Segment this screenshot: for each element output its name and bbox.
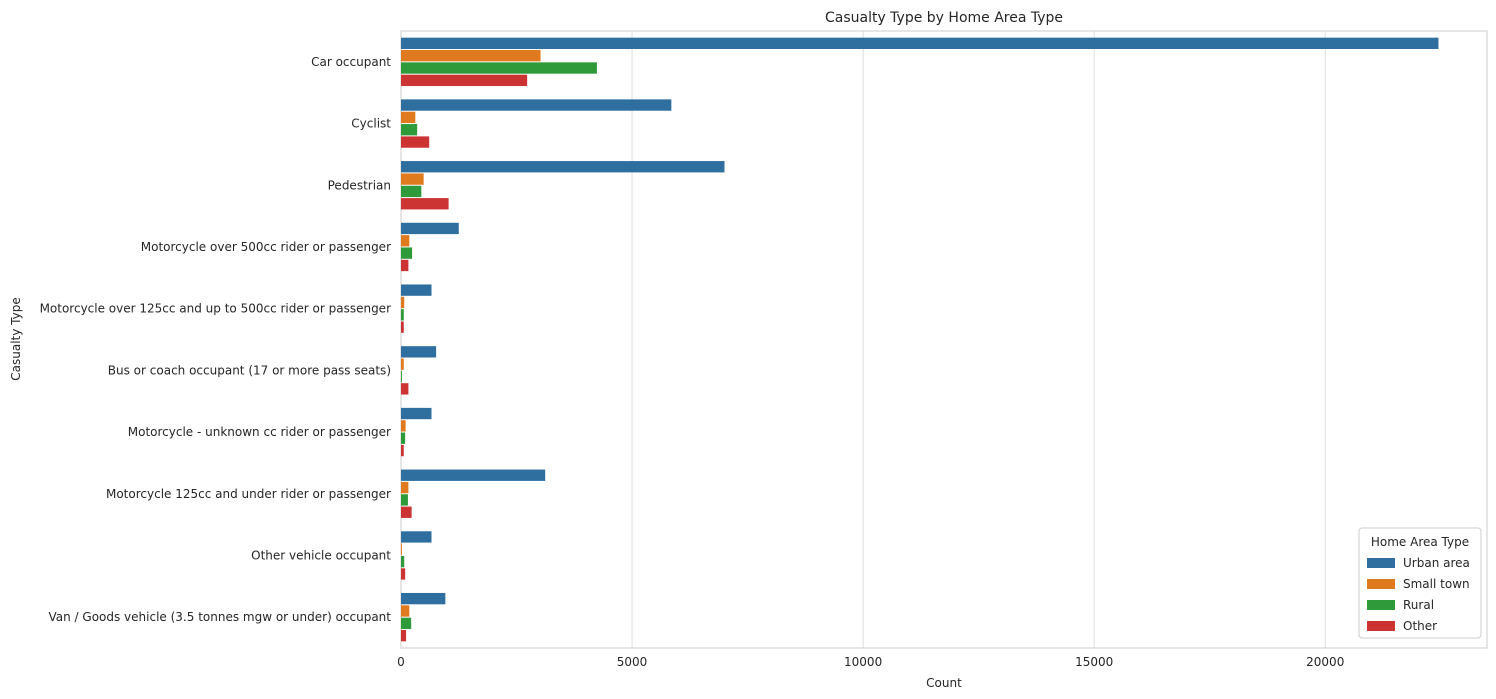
- category-label: Motorcycle over 125cc and up to 500cc ri…: [40, 302, 392, 316]
- legend-items: Urban area Small town Rural Other: [1367, 556, 1470, 633]
- bars: [401, 37, 1439, 642]
- bar: [401, 259, 409, 272]
- legend: Home Area Type Urban area Small town Rural…: [1358, 527, 1482, 639]
- bar: [401, 555, 405, 568]
- category-label: Motorcycle 125cc and under rider or pass…: [106, 487, 391, 501]
- bar: [401, 50, 541, 62]
- y-axis-label: Casualty Type: [9, 297, 23, 380]
- x-axis-label: Count: [926, 676, 962, 690]
- legend-title: Home Area Type: [1371, 535, 1469, 549]
- x-tick-labels: 0 5000 10000 15000 20000: [397, 655, 1344, 669]
- bar: [401, 74, 528, 87]
- bar: [401, 235, 410, 247]
- legend-entry: Other: [1403, 619, 1437, 633]
- category-label: Pedestrian: [328, 178, 391, 192]
- gridlines: [631, 31, 1326, 648]
- bar: [401, 432, 406, 444]
- chart-title: Casualty Type by Home Area Type: [825, 10, 1063, 26]
- bar: [401, 531, 432, 543]
- bar: [401, 568, 406, 580]
- bar: [401, 173, 424, 185]
- bar: [401, 309, 404, 321]
- bar: [401, 543, 402, 555]
- category-label: Motorcycle - unknown cc rider or passeng…: [128, 425, 391, 439]
- legend-entry: Small town: [1403, 577, 1470, 591]
- category-label: Other vehicle occupant: [251, 548, 391, 562]
- bar: [401, 383, 409, 395]
- bar: [401, 407, 432, 420]
- bar: [401, 592, 446, 605]
- bar: [401, 99, 672, 111]
- bar: [401, 494, 408, 506]
- bar: [401, 321, 404, 333]
- x-tick-label: 20000: [1306, 655, 1344, 669]
- bar: [401, 506, 412, 518]
- x-tick-label: 5000: [617, 655, 648, 669]
- bar: [401, 617, 412, 629]
- legend-box: [1358, 527, 1482, 639]
- bar: [401, 161, 725, 173]
- bar: [401, 481, 409, 494]
- bar: [401, 629, 407, 642]
- bar: [401, 420, 406, 432]
- category-label: Motorcycle over 500cc rider or passenger: [141, 240, 391, 254]
- bar: [401, 222, 459, 235]
- category-label: Car occupant: [311, 55, 391, 69]
- legend-entry: Rural: [1403, 598, 1434, 612]
- bar: [401, 370, 402, 383]
- x-tick-label: 15000: [1075, 655, 1113, 669]
- bar: [401, 469, 546, 481]
- category-label: Van / Goods vehicle (3.5 tonnes mgw or u…: [48, 610, 391, 624]
- legend-swatch: [1367, 600, 1395, 610]
- bar: [401, 444, 404, 457]
- bar: [401, 247, 413, 259]
- bar: [401, 198, 449, 210]
- category-label: Bus or coach occupant (17 or more pass s…: [108, 363, 391, 377]
- bar: [401, 136, 430, 148]
- x-tick-label: 0: [397, 655, 405, 669]
- bar: [401, 296, 405, 309]
- bar: [401, 124, 418, 136]
- x-tick-label: 10000: [844, 655, 882, 669]
- bar: [401, 62, 597, 74]
- legend-swatch: [1367, 621, 1395, 631]
- category-labels: Car occupant Cyclist Pedestrian Motorcycle …: [40, 55, 392, 624]
- bar: [401, 111, 416, 124]
- bar: [401, 37, 1439, 50]
- legend-entry: Urban area: [1403, 556, 1470, 570]
- bar: [401, 358, 404, 370]
- bar: [401, 605, 410, 617]
- bar: [401, 185, 422, 198]
- category-label: Cyclist: [351, 117, 391, 131]
- legend-swatch: [1367, 558, 1395, 568]
- bar: [401, 284, 432, 296]
- legend-swatch: [1367, 579, 1395, 589]
- plot-frame: [400, 30, 1488, 649]
- bar: [401, 346, 437, 358]
